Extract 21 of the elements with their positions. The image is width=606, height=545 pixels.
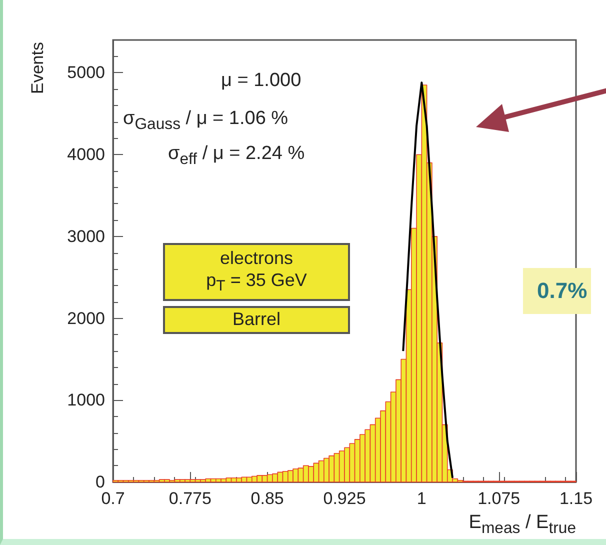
annotation: σ$_{Gauss}$ / μ = 1.06 % [123, 108, 288, 134]
y-axis-title: Events [28, 41, 48, 96]
x-tick-label: 0.925 [323, 489, 366, 508]
label-box: Barrel [163, 306, 350, 334]
x-tick-label: 1.15 [559, 489, 593, 508]
y-tick-label: 2000 [67, 308, 105, 328]
x-tick-label: 1 [416, 489, 426, 508]
y-tick-label: 4000 [67, 145, 105, 164]
y-tick-label: 1000 [67, 390, 105, 410]
label-box: electrons p$_{T}$ = 35 GeV [163, 243, 350, 301]
y-tick-label: 5000 [67, 63, 105, 82]
x-tick-label: 0.775 [168, 489, 212, 508]
y-tick-label: 0 [96, 472, 105, 492]
y-tick-label: 3000 [67, 226, 105, 246]
x-tick-label: 1.075 [478, 489, 520, 508]
x-axis-title: E$_{meas}$ / E$_{true}$ [468, 512, 576, 538]
annotation: μ = 1.000 [221, 70, 302, 92]
annotation: 0.7% [523, 268, 592, 314]
x-tick-label: 0.7 [101, 489, 125, 508]
x-tick-label: 0.85 [250, 489, 284, 508]
annotation: σ$_{eff}$ / μ = 2.24 % [168, 143, 305, 169]
